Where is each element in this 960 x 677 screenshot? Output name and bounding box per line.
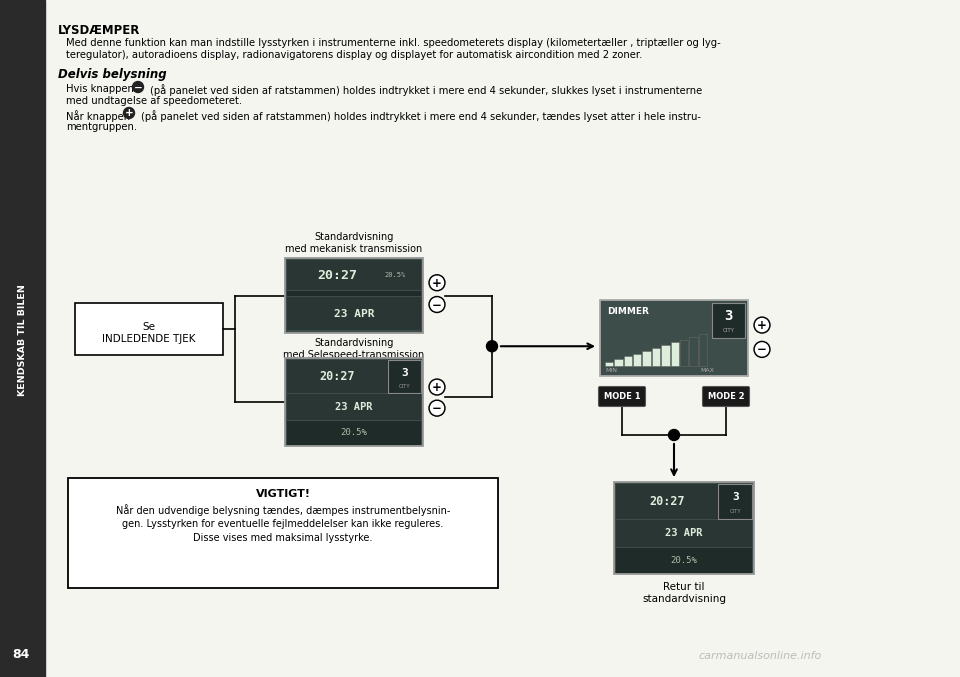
Circle shape: [756, 343, 769, 356]
Text: 3: 3: [401, 368, 408, 378]
Bar: [699, 334, 707, 366]
Text: 23 APR: 23 APR: [665, 528, 703, 538]
Text: Med denne funktion kan man indstille lysstyrken i instrumenterne inkl. speedomet: Med denne funktion kan man indstille lys…: [66, 38, 721, 48]
Text: MAX: MAX: [700, 368, 714, 374]
Text: carmanualsonline.info: carmanualsonline.info: [698, 651, 822, 661]
Circle shape: [756, 319, 769, 332]
Text: 20:27: 20:27: [318, 269, 357, 282]
Text: Når knappen: Når knappen: [66, 110, 131, 122]
Bar: [624, 356, 632, 366]
Bar: [652, 348, 660, 366]
Text: med undtagelse af speedometeret.: med undtagelse af speedometeret.: [66, 96, 242, 106]
Text: +: +: [432, 381, 442, 394]
Text: Når den udvendige belysning tændes, dæmpes instrumentbelysnin-: Når den udvendige belysning tændes, dæmp…: [116, 504, 450, 516]
Text: LYSDÆMPER: LYSDÆMPER: [58, 24, 140, 37]
Bar: [287, 260, 421, 290]
Bar: [712, 303, 745, 338]
Circle shape: [429, 297, 445, 313]
Bar: [614, 482, 754, 574]
Bar: [616, 548, 752, 573]
Text: −: −: [432, 299, 442, 311]
Text: mentgruppen.: mentgruppen.: [66, 122, 137, 132]
Bar: [287, 421, 421, 445]
Circle shape: [754, 317, 770, 333]
Text: 20:27: 20:27: [649, 495, 685, 508]
Text: 23 APR: 23 APR: [335, 402, 372, 412]
Circle shape: [430, 298, 444, 311]
Text: CITY: CITY: [398, 384, 410, 389]
Bar: [670, 343, 679, 366]
FancyBboxPatch shape: [598, 387, 645, 406]
Bar: [718, 484, 752, 519]
Circle shape: [754, 341, 770, 357]
Text: Delvis belysning: Delvis belysning: [58, 68, 167, 81]
Bar: [388, 360, 421, 393]
Bar: [600, 300, 748, 376]
Bar: [605, 362, 613, 366]
Text: Standardvisning
med Selespeed-transmission: Standardvisning med Selespeed-transmissi…: [283, 338, 424, 359]
Circle shape: [430, 401, 444, 414]
Text: +: +: [125, 108, 133, 118]
Bar: [287, 291, 421, 297]
Text: 3: 3: [732, 492, 738, 502]
Bar: [287, 395, 421, 420]
Text: Standardvisning
med mekanisk transmission: Standardvisning med mekanisk transmissio…: [285, 232, 422, 254]
Text: DIMMER: DIMMER: [607, 307, 649, 315]
Circle shape: [430, 276, 444, 289]
Bar: [75, 303, 223, 355]
Bar: [616, 520, 752, 546]
Circle shape: [487, 341, 497, 352]
Text: MODE 1: MODE 1: [604, 392, 640, 401]
Bar: [661, 345, 669, 366]
Text: −: −: [432, 402, 442, 415]
Circle shape: [429, 275, 445, 290]
FancyBboxPatch shape: [703, 387, 750, 406]
Text: VIGTIGT!: VIGTIGT!: [255, 489, 310, 499]
Text: −: −: [133, 83, 142, 93]
Bar: [68, 478, 498, 588]
Bar: [285, 258, 423, 333]
Text: Se: Se: [142, 322, 156, 332]
Text: (på panelet ved siden af ratstammen) holdes indtrykket i mere end 4 sekunder, sl: (på panelet ved siden af ratstammen) hol…: [150, 84, 703, 96]
Text: (på panelet ved siden af ratstammen) holdes indtrykket i mere end 4 sekunder, tæ: (på panelet ved siden af ratstammen) hol…: [141, 110, 701, 122]
Circle shape: [668, 429, 680, 441]
Bar: [616, 484, 718, 519]
Text: 3: 3: [724, 309, 732, 324]
Text: 20:27: 20:27: [320, 370, 355, 383]
Text: 20.5%: 20.5%: [671, 556, 697, 565]
Text: 23 APR: 23 APR: [334, 309, 374, 319]
Circle shape: [429, 400, 445, 416]
Bar: [614, 359, 623, 366]
Text: 84: 84: [12, 649, 29, 661]
Bar: [689, 336, 698, 366]
Text: CITY: CITY: [723, 328, 734, 333]
Bar: [0, 0, 45, 677]
Text: 20.5%: 20.5%: [385, 272, 406, 278]
Circle shape: [430, 380, 444, 393]
Text: KENDSKAB TIL BILEN: KENDSKAB TIL BILEN: [18, 284, 27, 396]
Text: Disse vises med maksimal lysstyrke.: Disse vises med maksimal lysstyrke.: [193, 533, 372, 543]
Bar: [287, 297, 421, 330]
Bar: [680, 340, 688, 366]
Text: teregulator), autoradioens display, radionavigatorens display og displayet for a: teregulator), autoradioens display, radi…: [66, 50, 642, 60]
Bar: [285, 358, 423, 446]
Circle shape: [132, 81, 143, 93]
Text: +: +: [757, 319, 767, 332]
Text: MODE 2: MODE 2: [708, 392, 744, 401]
Bar: [642, 351, 651, 366]
Text: 20.5%: 20.5%: [341, 429, 368, 437]
Text: MIN: MIN: [605, 368, 617, 374]
Text: Retur til
standardvisning: Retur til standardvisning: [642, 582, 726, 604]
Text: Hvis knappen: Hvis knappen: [66, 84, 133, 94]
Text: gen. Lysstyrken for eventuelle fejlmeddelelser kan ikke reguleres.: gen. Lysstyrken for eventuelle fejlmedde…: [122, 519, 444, 529]
Bar: [633, 353, 641, 366]
Bar: [287, 360, 388, 393]
Circle shape: [124, 108, 134, 118]
Circle shape: [429, 379, 445, 395]
Text: CITY: CITY: [730, 509, 741, 514]
Text: −: −: [757, 343, 767, 356]
Text: INDLEDENDE TJEK: INDLEDENDE TJEK: [103, 334, 196, 344]
Text: +: +: [432, 277, 442, 290]
